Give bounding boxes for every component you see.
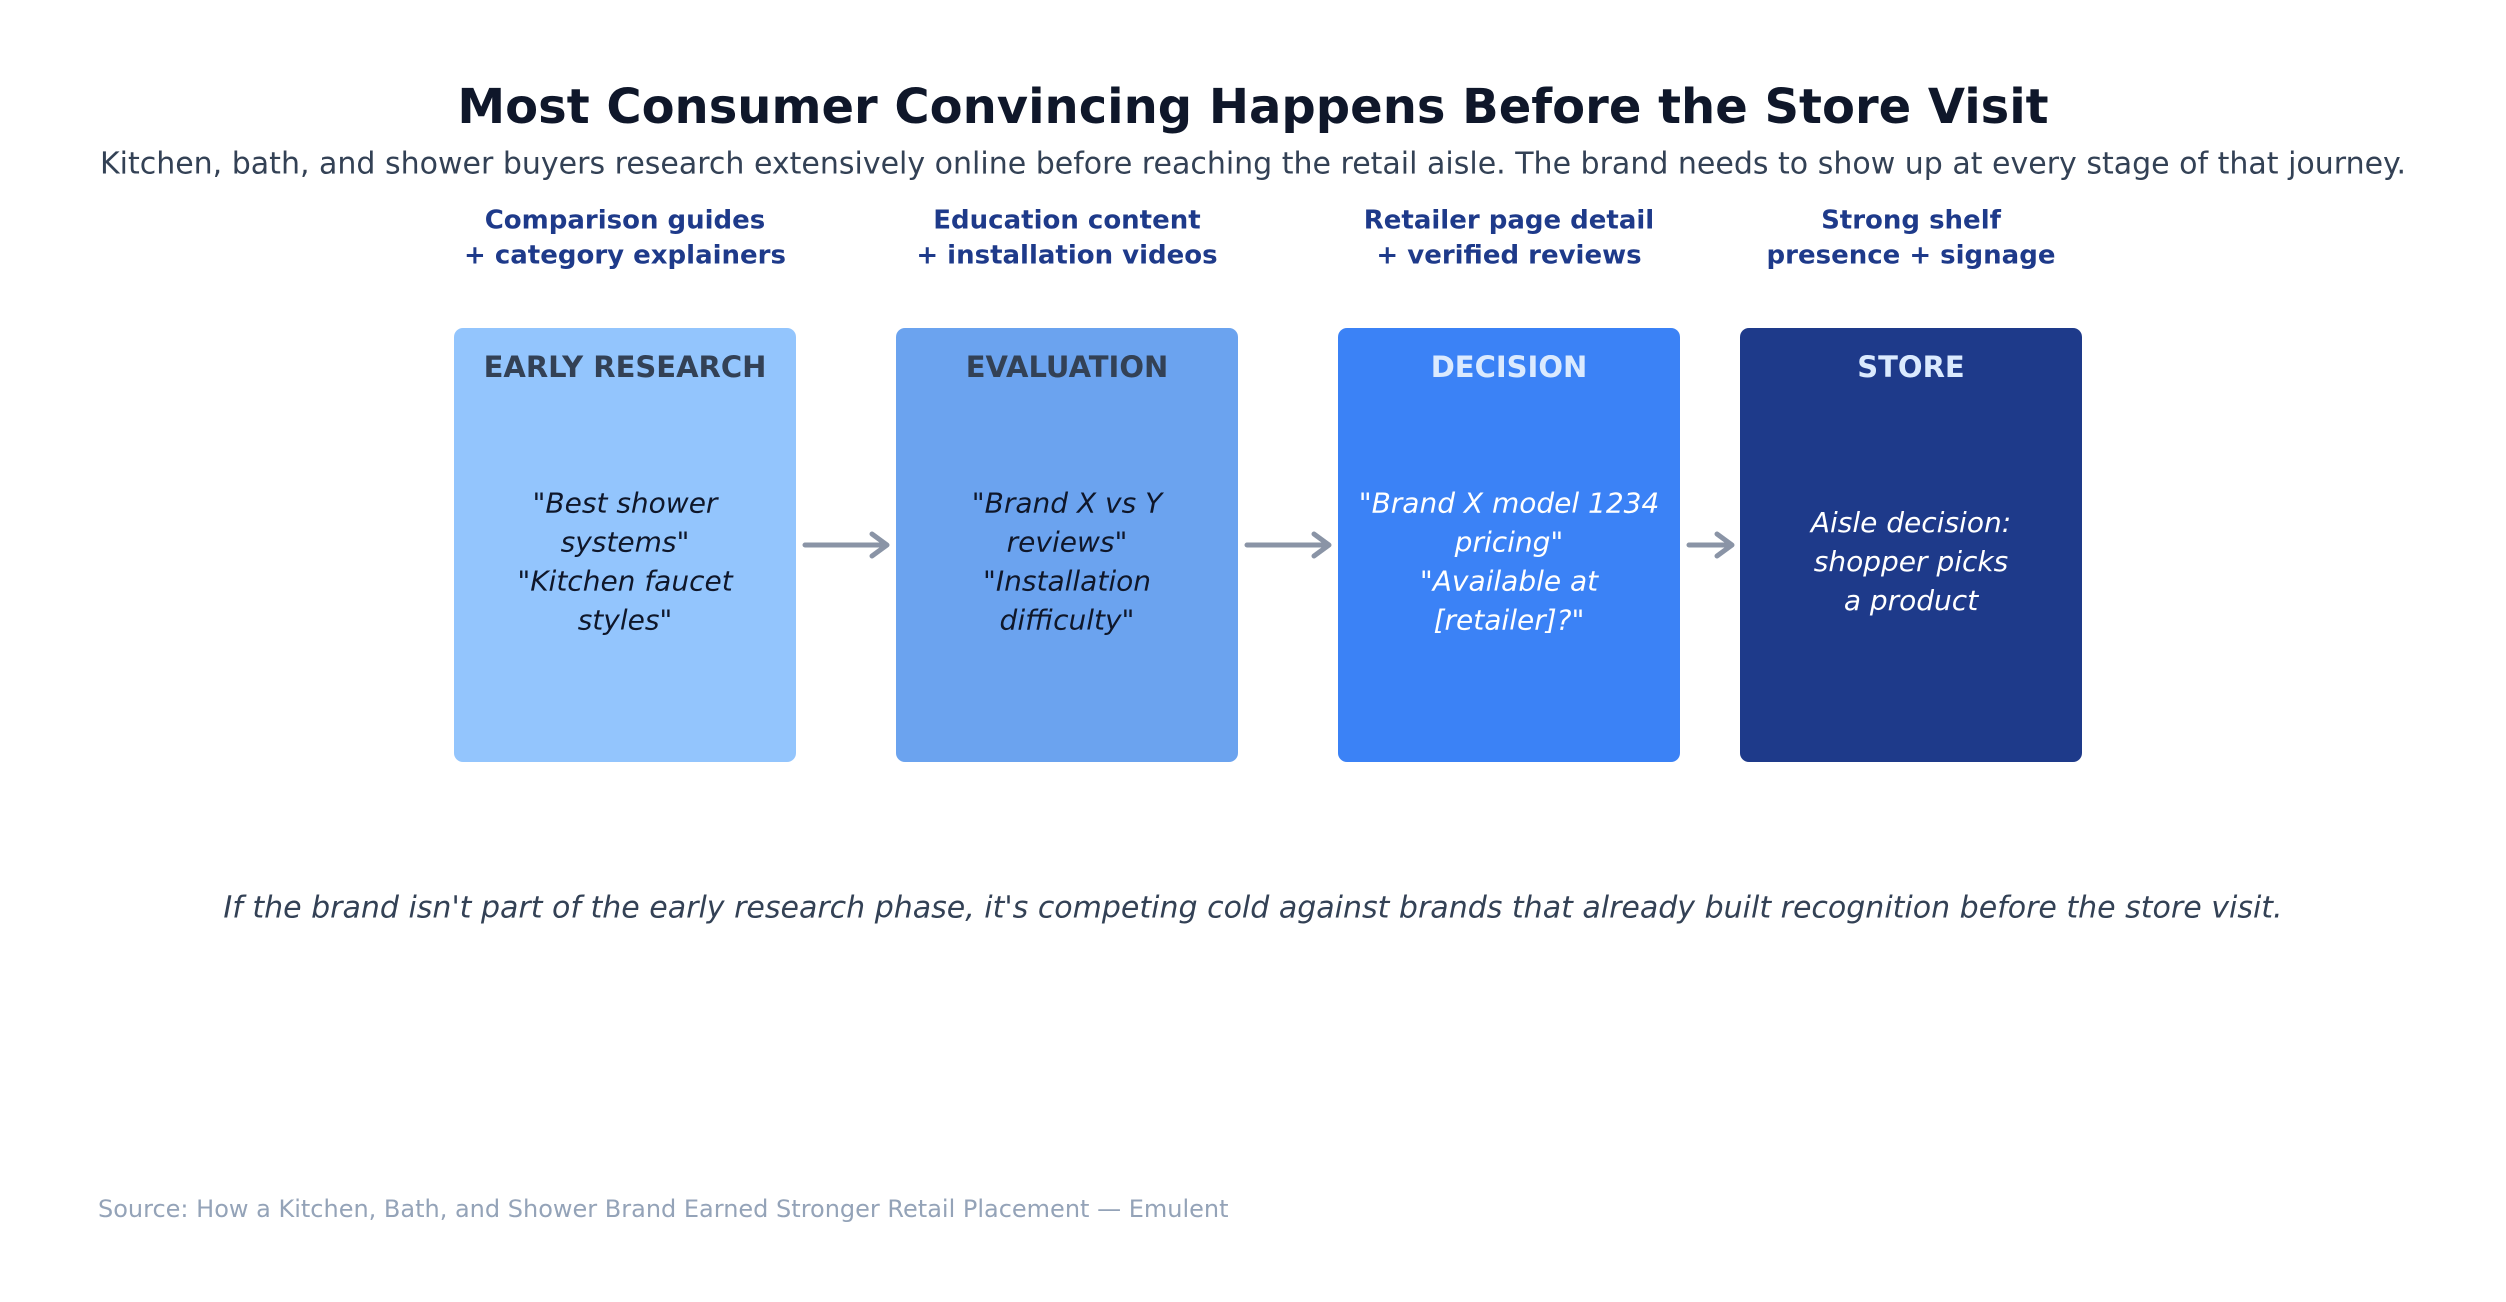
- arrow: [1686, 531, 1735, 559]
- stage-body: Aisle decision:: [1809, 506, 2011, 539]
- stage-box: [896, 328, 1238, 762]
- stage-tactic: + verified reviews: [1376, 241, 1641, 271]
- stage-body: [retailer]?": [1434, 604, 1585, 637]
- stage-body: reviews": [1007, 526, 1128, 559]
- stage: Education content + installation videos EV…: [896, 206, 1238, 762]
- arrows: [802, 531, 1735, 559]
- stage-body: "Best shower: [533, 487, 719, 520]
- arrow: [802, 531, 890, 559]
- stage-tactic: Strong shelf: [1821, 206, 2002, 236]
- stage-box: [1740, 328, 2082, 762]
- stage-name: EARLY RESEARCH: [484, 350, 767, 384]
- stage-body: shopper picks: [1814, 545, 2008, 578]
- stage-body: "Available at: [1420, 565, 1599, 598]
- stage-box: [1338, 328, 1680, 762]
- stage-body: "Installation: [983, 565, 1151, 598]
- stage-tactic: Retailer page detail: [1364, 206, 1654, 236]
- subtitle: Kitchen, bath, and shower buyers researc…: [100, 147, 2406, 182]
- stage-body: a product: [1844, 584, 1979, 617]
- stage: Retailer page detail + verified reviews DE…: [1338, 206, 1680, 762]
- stage-tactic: Education content: [933, 206, 1200, 236]
- stage-body: "Brand X model 1234: [1359, 487, 1660, 520]
- stage-tactic: presence + signage: [1767, 241, 2056, 271]
- stage-name: STORE: [1857, 350, 1964, 384]
- stage-box: [454, 328, 796, 762]
- stage-tactic: Comparison guides: [485, 206, 766, 236]
- stage-body: difficulty": [1000, 604, 1135, 637]
- stage-body: styles": [578, 604, 673, 637]
- stage-body: "Kitchen faucet: [517, 565, 733, 598]
- stage: Strong shelf presence + signage STORE Aisle…: [1740, 206, 2082, 762]
- stage-tactic: + installation videos: [916, 241, 1217, 271]
- arrow: [1244, 531, 1332, 559]
- source: Source: How a Kitchen, Bath, and Shower …: [98, 1195, 1229, 1223]
- stage-name: DECISION: [1431, 350, 1588, 384]
- title: Most Consumer Convincing Happens Before …: [457, 79, 2048, 135]
- stage: Comparison guides + category explainers EA…: [454, 206, 796, 762]
- footnote: If the brand isn't part of the early res…: [223, 891, 2282, 926]
- stage-tactic: + category explainers: [464, 241, 786, 271]
- stage-body: systems": [561, 526, 690, 559]
- stage-body: pricing": [1454, 526, 1564, 559]
- stage-body: "Brand X vs Y: [972, 487, 1164, 520]
- stage-name: EVALUATION: [966, 350, 1169, 384]
